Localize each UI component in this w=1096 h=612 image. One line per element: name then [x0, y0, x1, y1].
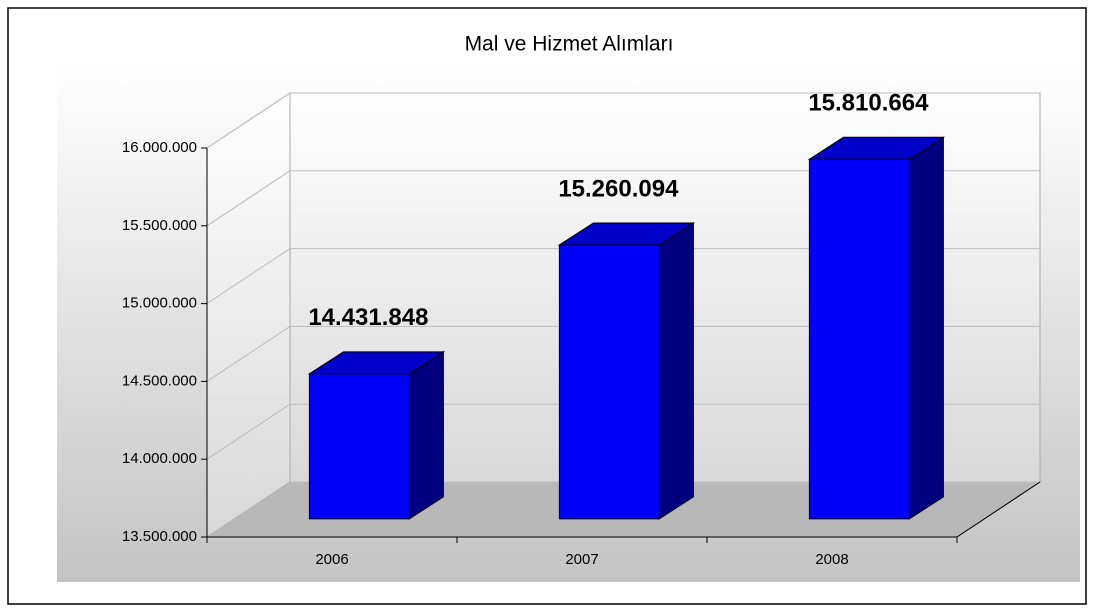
side-wall [206, 92, 291, 538]
y-tick-label: 15.500.000 [122, 217, 197, 234]
y-tick-label: 14.500.000 [122, 372, 197, 389]
grid-line [206, 170, 291, 227]
grid-line [206, 325, 291, 382]
grid-line [206, 403, 291, 460]
x-tick-label: 2006 [315, 551, 348, 568]
bar-side [908, 136, 944, 520]
floor-edge [956, 481, 1041, 538]
y-tick-label: 14.000.000 [122, 450, 197, 467]
y-tick-label: 13.500.000 [122, 528, 197, 545]
y-tick-label: 15.000.000 [122, 295, 197, 312]
x-tick-label: 2007 [565, 551, 598, 568]
grid-line [206, 248, 291, 305]
grid-line [206, 92, 291, 149]
value-label: 14.431.848 [308, 304, 428, 331]
bar [558, 244, 660, 520]
bar [308, 373, 410, 520]
bar [808, 158, 910, 520]
bar-side [658, 222, 694, 520]
chart-title: Mal ve Hizmet Alımları [465, 33, 674, 56]
value-label: 15.260.094 [558, 175, 679, 202]
x-tick-label: 2008 [815, 551, 848, 568]
grid-line [206, 481, 291, 538]
bar-side [408, 350, 444, 520]
value-label: 15.810.664 [808, 90, 929, 117]
y-tick-label: 16.000.000 [122, 139, 197, 156]
